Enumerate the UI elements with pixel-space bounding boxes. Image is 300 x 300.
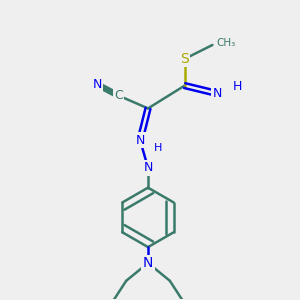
Text: H: H: [154, 143, 162, 153]
Text: H: H: [232, 80, 242, 93]
Text: N: N: [135, 134, 145, 147]
Text: N: N: [143, 256, 153, 270]
Text: S: S: [180, 52, 189, 66]
Text: N: N: [213, 87, 222, 100]
Text: N: N: [143, 161, 153, 174]
Text: N: N: [93, 78, 102, 91]
Text: C: C: [114, 89, 123, 102]
Text: CH₃: CH₃: [216, 38, 236, 48]
